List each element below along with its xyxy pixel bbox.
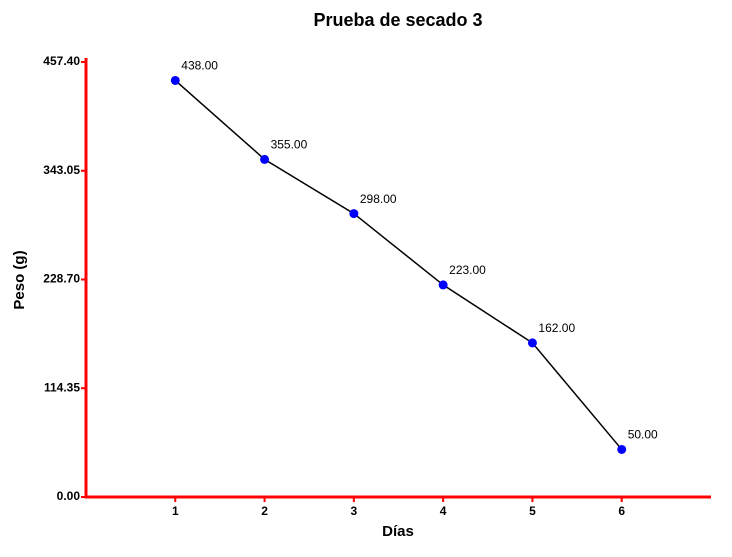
data-point bbox=[260, 154, 270, 164]
data-point bbox=[617, 444, 627, 454]
x-tick-label: 1 bbox=[172, 504, 179, 518]
x-tick-label: 5 bbox=[529, 504, 536, 518]
data-point bbox=[438, 280, 448, 290]
y-tick-label: 343.05 bbox=[43, 163, 80, 177]
chart-title: Prueba de secado 3 bbox=[313, 10, 482, 30]
data-point bbox=[170, 75, 180, 85]
data-label: 162.00 bbox=[538, 321, 575, 335]
y-axis-title: Peso (g) bbox=[11, 250, 28, 309]
data-label: 50.00 bbox=[628, 428, 658, 442]
y-tick-label: 0.00 bbox=[57, 489, 81, 503]
data-point bbox=[527, 338, 537, 348]
data-label: 355.00 bbox=[271, 138, 308, 152]
x-axis-title: Días bbox=[382, 523, 414, 540]
y-tick-label: 228.70 bbox=[43, 272, 80, 286]
data-label: 438.00 bbox=[181, 59, 218, 73]
data-label: 298.00 bbox=[360, 192, 397, 206]
series-line bbox=[174, 79, 623, 450]
y-tick-label: 457.40 bbox=[43, 54, 80, 68]
y-tick-label: 114.35 bbox=[44, 380, 80, 394]
x-tick-label: 6 bbox=[618, 504, 625, 518]
x-tick-label: 4 bbox=[440, 504, 447, 518]
data-label: 223.00 bbox=[449, 263, 486, 277]
x-tick-label: 3 bbox=[351, 504, 358, 518]
data-point bbox=[349, 209, 359, 219]
x-tick-label: 2 bbox=[261, 504, 268, 518]
